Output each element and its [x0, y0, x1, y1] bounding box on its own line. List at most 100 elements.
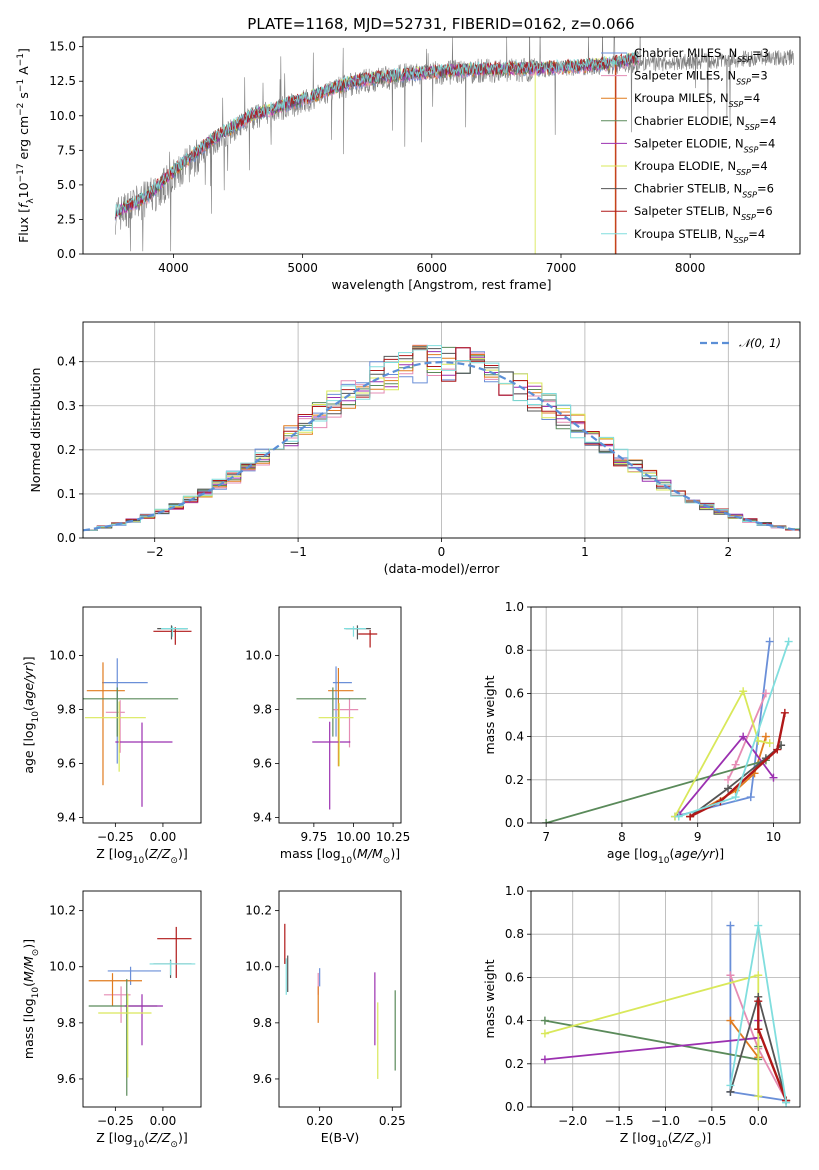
- marker-8-2: [782, 1098, 791, 1107]
- y-tick-label-4: 0.8: [505, 927, 524, 941]
- y-tick-label-1: 0.2: [505, 773, 524, 787]
- marker-5-3: [765, 739, 774, 748]
- y-tick-label-4: 0.4: [57, 355, 76, 369]
- x-tick-label-4: 0.0: [749, 1114, 768, 1128]
- x-tick-label-3: 10: [766, 830, 781, 844]
- marker-1-2: [761, 689, 770, 698]
- marker-1-0: [724, 775, 733, 784]
- y-axis-label-spectrum: Flux [fλ10−17 erg cm−2 s−1 A−1]: [16, 48, 36, 243]
- point-3: [83, 687, 179, 737]
- point-0: [332, 666, 352, 737]
- x-tick-label-3: 1: [581, 545, 589, 559]
- normal-reference-curve: [83, 360, 800, 532]
- series-line-3: [545, 744, 782, 823]
- y-tick-label-5: 12.5: [49, 74, 76, 88]
- x-tick-label-0: 7: [542, 830, 550, 844]
- marker-3-0: [540, 1016, 549, 1025]
- x-axis-label-age_vs_Z: Z [log10(Z/Z⊙)]: [96, 846, 187, 866]
- axes-age_vs_mass: 9.75 10.00 10.25 9.4 9.6 9.8 10.0 mass [log10(M…: [245, 606, 410, 866]
- marker-0-0: [726, 921, 735, 930]
- y-tick-label-0: 9.6: [57, 1072, 76, 1086]
- y-tick-label-5: 1.0: [505, 600, 524, 614]
- y-tick-label-2: 9.8: [253, 703, 272, 717]
- plot-area-mass_vs_Z: [88, 926, 196, 1096]
- series-8: [726, 921, 791, 1107]
- y-axis-label-mass_weight_vs_age: mass weight: [482, 675, 497, 754]
- y-axis-label-residual: Normed distribution: [28, 368, 43, 493]
- axes-mass_weight_vs_Z: −2.0 −1.5 −1.0 −0.5 0.0 0.0 0.2 0.4 0.6 0.8 1.0 Z […: [482, 884, 801, 1150]
- axes-frame: [82, 36, 801, 255]
- y-tick-label-4: 0.8: [505, 643, 524, 657]
- x-tick-label-0: 4000: [158, 261, 189, 275]
- axes-mass_vs_ebv: 0.20 0.25 9.6 9.8 10.0 10.2 E(B-V): [245, 890, 406, 1145]
- x-tick-label-1: 5000: [287, 261, 318, 275]
- x-tick-label-1: 0.00: [150, 1114, 177, 1128]
- marker-7-2: [773, 745, 782, 754]
- y-tick-label-0: 9.6: [253, 1072, 272, 1086]
- x-tick-label-2: 10.25: [376, 830, 410, 844]
- marker-8-1: [754, 921, 763, 930]
- x-tick-label-2: 6000: [417, 261, 448, 275]
- x-tick-label-1: −1.5: [605, 1114, 634, 1128]
- x-axis-label-mass_weight_vs_Z: Z [log10(Z/Z⊙)]: [620, 1130, 711, 1150]
- x-tick-label-1: 8: [618, 830, 626, 844]
- x-tick-label-3: 7000: [546, 261, 577, 275]
- y-tick-label-1: 0.1: [57, 487, 76, 501]
- point-0: [102, 658, 148, 764]
- y-tick-label-1: 0.2: [505, 1057, 524, 1071]
- x-tick-label-1: 0.00: [150, 830, 177, 844]
- y-tick-label-1: 9.6: [253, 757, 272, 771]
- y-tick-label-1: 9.8: [57, 1016, 76, 1030]
- series-line-7: [689, 712, 786, 818]
- x-tick-label-1: 10.00: [336, 830, 370, 844]
- legend-entry-8: Kroupa STELIB, NSSP=4: [634, 227, 765, 245]
- y-tick-label-0: 0.0: [57, 247, 76, 261]
- x-tick-label-0: −0.25: [97, 830, 134, 844]
- legend-entry-4: Salpeter ELODIE, NSSP=4: [634, 136, 775, 154]
- series-line-2: [689, 736, 767, 818]
- x-tick-label-1: −1: [289, 545, 307, 559]
- marker-5-1: [754, 971, 763, 980]
- y-tick-label-6: 15.0: [49, 40, 76, 54]
- point-8: [149, 960, 196, 976]
- point-2: [88, 973, 142, 1007]
- axes-mass_vs_Z: −0.25 0.00 9.6 9.8 10.0 10.2 Z [log10(Z/Z⊙)] ma…: [21, 890, 202, 1150]
- y-tick-label-3: 10.0: [49, 649, 76, 663]
- y-tick-label-0: 9.4: [57, 811, 76, 825]
- plot-area-spectrum: [114, 37, 794, 254]
- x-tick-label-0: −0.25: [97, 1114, 134, 1128]
- plot-area-mass_weight_vs_Z: [540, 921, 791, 1107]
- series-5: [540, 971, 763, 1101]
- legend-spectrum: Chabrier MILES, NSSP=3 Salpeter MILES, NS…: [601, 46, 776, 244]
- marker-7-1: [754, 1025, 763, 1034]
- marker-0-1: [746, 793, 755, 802]
- y-tick-label-0: 0.0: [505, 1100, 524, 1114]
- axes-frame: [82, 890, 202, 1108]
- series-line-5: [544, 974, 760, 1097]
- y-tick-label-1: 9.6: [57, 757, 76, 771]
- y-tick-label-3: 0.6: [505, 970, 524, 984]
- marker-8-0: [674, 812, 683, 821]
- histogram-8: [83, 345, 800, 538]
- x-axis-label-mass_weight_vs_age: age [log10(age/yr)]: [607, 846, 724, 866]
- x-tick-label-0: 0.20: [306, 1114, 333, 1128]
- point-4: [115, 722, 173, 807]
- legend-entry-2: Kroupa MILES, NSSP=4: [634, 91, 760, 109]
- series-line-3: [544, 1019, 760, 1061]
- point-1: [332, 698, 359, 748]
- y-tick-label-3: 0.3: [57, 399, 76, 413]
- legend-entry-3: Chabrier ELODIE, NSSP=4: [634, 114, 776, 132]
- series-4: [674, 732, 778, 819]
- axes-mass_weight_vs_age: 7 8 9 10 0.0 0.2 0.4 0.6 0.8 1.0 age [log10(age/yr…: [482, 600, 801, 866]
- point-5: [98, 993, 152, 1078]
- point-0: [107, 966, 162, 985]
- point-4: [312, 721, 351, 810]
- x-tick-label-2: 9: [694, 830, 702, 844]
- marker-7-0: [686, 812, 695, 821]
- y-tick-label-4: 10.0: [49, 109, 76, 123]
- legend-entry-1: Salpeter MILES, NSSP=3: [634, 69, 768, 87]
- axes-frame: [278, 890, 402, 1108]
- model-spectrum-8: [114, 51, 639, 218]
- marker-4-0: [540, 1055, 549, 1064]
